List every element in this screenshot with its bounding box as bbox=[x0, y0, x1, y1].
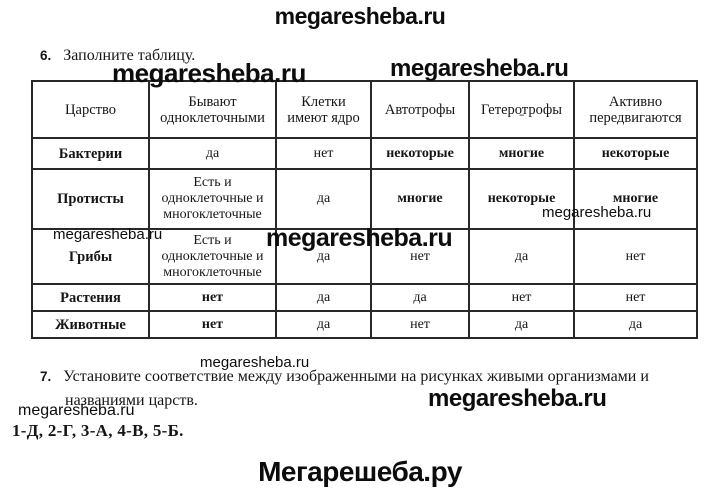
value-cell: некоторые bbox=[468, 168, 575, 230]
value-cell: многие bbox=[573, 168, 698, 230]
value-cell: некоторые bbox=[573, 137, 698, 170]
table-row: Протисты Есть и одноклеточные и многокле… bbox=[31, 168, 698, 230]
task6-line: 6. Заполните таблицу. bbox=[40, 47, 195, 65]
kingdom-cell: Грибы bbox=[31, 228, 150, 285]
value-cell: да bbox=[573, 310, 698, 339]
watermark-above-task7: megaresheba.ru bbox=[200, 354, 310, 371]
watermark-fungi-row: megaresheba.ru bbox=[266, 224, 453, 252]
task7-text-line1: Установите соответствие между изображенн… bbox=[63, 368, 649, 385]
value-cell: да bbox=[275, 228, 372, 285]
header-unicellular: Бывают одноклеточными bbox=[148, 80, 277, 139]
table-row: Животные нет да нет да да bbox=[31, 310, 698, 339]
value-cell: нет bbox=[275, 137, 372, 170]
kingdom-cell: Бактерии bbox=[31, 137, 150, 170]
task7-line1: 7. Установите соответствие между изображе… bbox=[40, 368, 710, 386]
value-cell: да bbox=[275, 283, 372, 312]
header-move: Активно передвигаются bbox=[573, 80, 698, 139]
kingdom-cell: Растения bbox=[31, 283, 150, 312]
kingdoms-table: Царство Бывают одноклеточными Клетки име… bbox=[31, 80, 698, 339]
value-cell: да bbox=[370, 283, 470, 312]
task7-text-line2: названиями царств. bbox=[65, 392, 198, 409]
site-title-footer: Мегарешеба.ру bbox=[258, 456, 462, 487]
watermark-table-top-right: megaresheba.ru bbox=[390, 55, 569, 82]
value-cell: да bbox=[148, 137, 277, 170]
watermark-task7-right: megaresheba.ru bbox=[428, 385, 607, 412]
value-cell: да bbox=[275, 310, 372, 339]
table-row: Грибы Есть и одноклеточные и многоклеточ… bbox=[31, 228, 698, 285]
kingdom-cell: Животные bbox=[31, 310, 150, 339]
answer-key: 1-Д, 2-Г, 3-А, 4-В, 5-Б. bbox=[12, 421, 184, 440]
value-cell: да bbox=[275, 168, 372, 230]
header-kingdom: Царство bbox=[31, 80, 150, 139]
value-cell: нет bbox=[573, 283, 698, 312]
task6-number: 6. bbox=[40, 48, 52, 63]
value-cell: нет bbox=[370, 228, 470, 285]
table-row: Бактерии да нет некоторые многие некотор… bbox=[31, 137, 698, 170]
kingdom-cell: Протисты bbox=[31, 168, 150, 230]
watermark-fungi-cell: megaresheba.ru bbox=[53, 226, 163, 243]
site-title-header: megaresheba.ru bbox=[274, 3, 446, 29]
value-cell: некоторые bbox=[370, 137, 470, 170]
watermark-protists-row: megaresheba.ru bbox=[542, 204, 652, 221]
value-cell: многие bbox=[468, 137, 575, 170]
table-header-row: Царство Бывают одноклеточными Клетки име… bbox=[31, 80, 698, 139]
value-cell: да bbox=[468, 228, 575, 285]
watermark-bottom-left: megaresheba.ru bbox=[18, 402, 135, 419]
task6-text: Заполните таблицу. bbox=[63, 47, 196, 64]
value-cell: Есть и одноклеточные и многоклеточные bbox=[148, 168, 277, 230]
value-cell: многие bbox=[370, 168, 470, 230]
header-nucleus: Клетки имеют ядро bbox=[275, 80, 372, 139]
value-cell: нет bbox=[148, 310, 277, 339]
value-cell: нет bbox=[468, 283, 575, 312]
value-cell: да bbox=[468, 310, 575, 339]
value-cell: Есть и одноклеточные и многоклеточные bbox=[148, 228, 277, 285]
table-row: Растения нет да да нет нет bbox=[31, 283, 698, 312]
value-cell: нет bbox=[148, 283, 277, 312]
task7-number: 7. bbox=[40, 369, 52, 384]
header-autotrophs: Автотрофы bbox=[370, 80, 470, 139]
watermark-table-top-left: megaresheba.ru bbox=[112, 58, 306, 88]
header-heterotrophs: Гетеро̱трофы bbox=[468, 80, 575, 139]
value-cell: нет bbox=[370, 310, 470, 339]
value-cell: нет bbox=[573, 228, 698, 285]
